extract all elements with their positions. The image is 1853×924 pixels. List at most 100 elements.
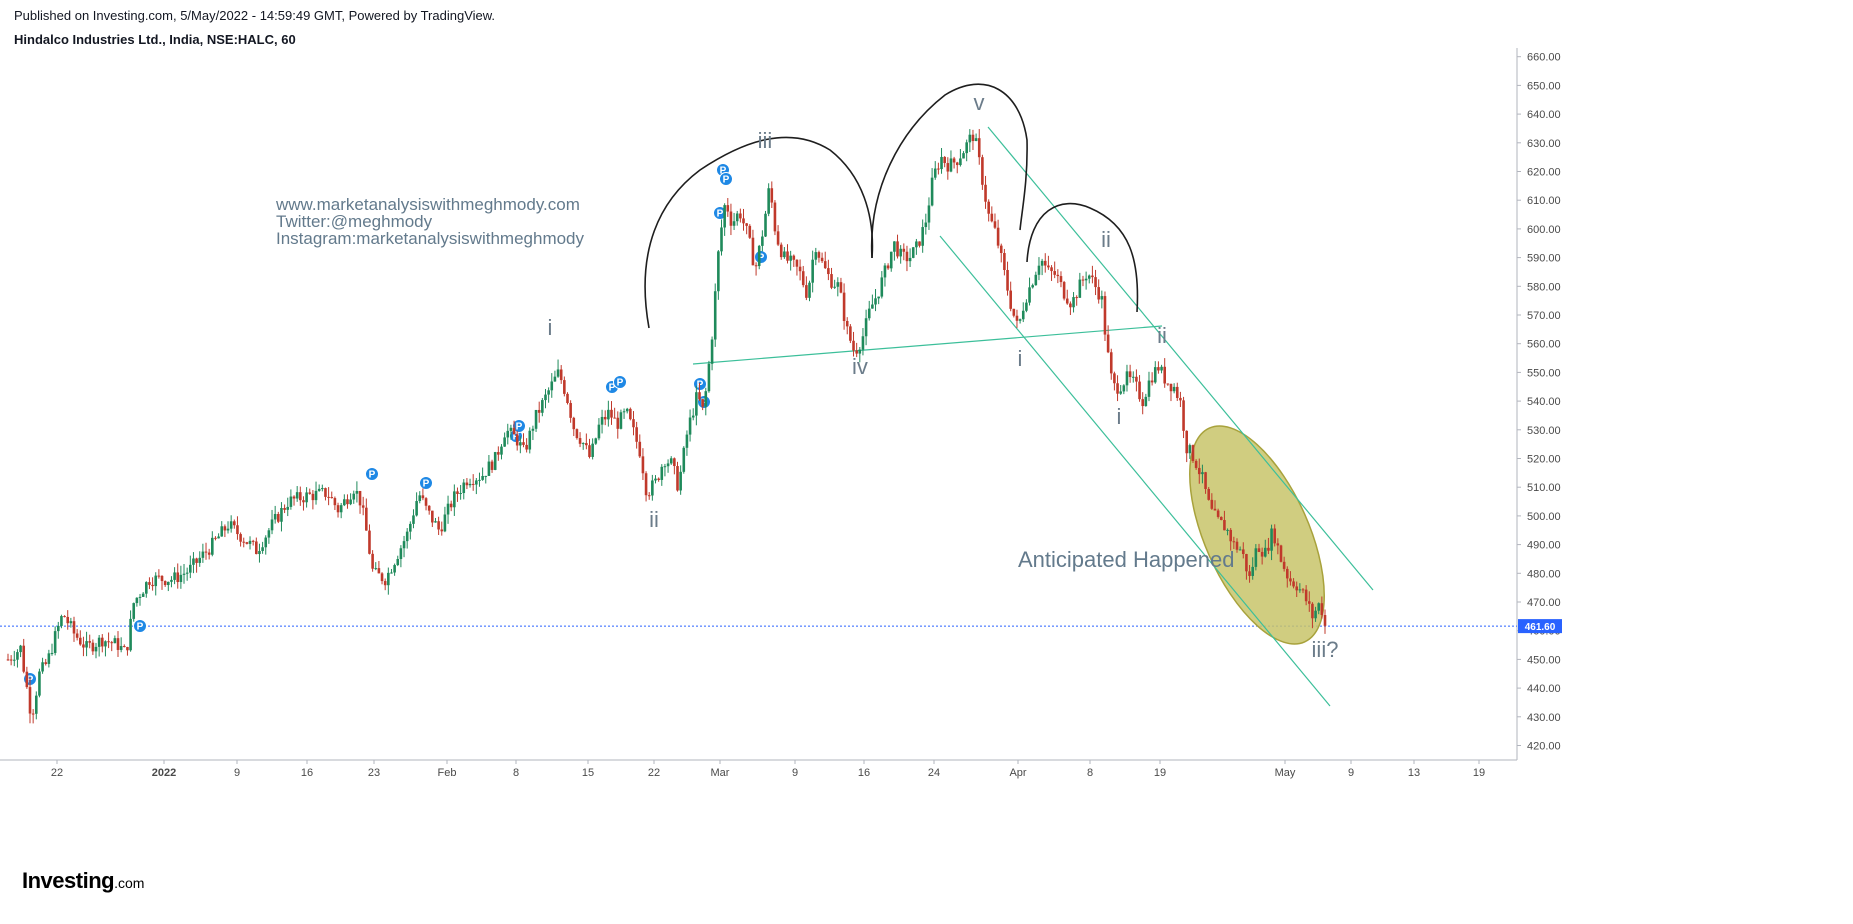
candle-body [163, 581, 167, 586]
price-tick-label: 540.00 [1527, 396, 1561, 408]
candle-body [44, 662, 48, 664]
candle-body [6, 659, 10, 661]
candle-body [930, 177, 934, 206]
candle-body [814, 252, 818, 260]
candle-body [374, 568, 378, 570]
wave-label: ii [649, 507, 659, 532]
candle-body [28, 687, 32, 714]
candle-body [968, 134, 972, 143]
candle-body [273, 513, 277, 520]
candle-body [1185, 430, 1188, 454]
event-marker[interactable]: P [713, 206, 727, 220]
candle-body [946, 163, 950, 172]
candle-body [167, 581, 170, 586]
candle-body [456, 491, 459, 494]
candle-body [484, 475, 488, 477]
candle-body [305, 492, 308, 503]
candle-body [1056, 274, 1060, 277]
candle-body [82, 644, 85, 648]
event-marker[interactable]: P [719, 172, 733, 186]
candle-body [148, 582, 151, 585]
candle-body [745, 223, 748, 226]
candle-body [1128, 371, 1132, 378]
marker-circle [365, 467, 379, 481]
event-marker[interactable]: P [133, 619, 147, 633]
candle-body [1122, 385, 1126, 392]
channel-lower-line [939, 235, 1331, 707]
price-tick-label: 610.00 [1527, 195, 1561, 207]
marker-label: P [717, 209, 724, 220]
candle-body [50, 652, 54, 654]
candle-body [1047, 265, 1050, 268]
event-marker[interactable]: P [613, 375, 627, 389]
candle-body [921, 227, 924, 246]
candle-body [431, 510, 434, 523]
candle-body [657, 478, 660, 480]
marker-circle [133, 619, 147, 633]
candle-body [91, 642, 95, 652]
time-tick-label: 8 [1087, 767, 1093, 779]
time-tick-label: 23 [368, 767, 380, 779]
candle-body [415, 501, 418, 516]
candle-body [185, 572, 189, 574]
candle-body [588, 445, 591, 457]
candle-body [613, 417, 616, 419]
candle-body [1307, 601, 1311, 604]
candle-body [355, 490, 359, 494]
candle-body [1267, 547, 1270, 551]
candle-body [1175, 386, 1179, 398]
candle-body [317, 488, 321, 491]
candle-body [544, 394, 547, 401]
candle-body [145, 582, 148, 594]
candle-body [1113, 373, 1116, 384]
candle-body [207, 552, 211, 555]
candle-body [443, 514, 447, 532]
head-arc [870, 83, 1028, 259]
candle-body [723, 205, 726, 228]
candle-body [390, 572, 393, 574]
candle-body [468, 483, 472, 486]
marker-label: P [516, 422, 523, 433]
candle-body [999, 245, 1003, 254]
candle-body [465, 482, 469, 486]
marker-circle [754, 250, 768, 264]
candle-body [409, 523, 412, 532]
event-marker[interactable]: P [365, 467, 379, 481]
candle-body [396, 559, 400, 566]
candle-body [1292, 581, 1295, 587]
candle-body [471, 483, 475, 485]
candle-body [116, 638, 120, 650]
event-marker[interactable]: P [419, 476, 433, 490]
candle-body [283, 507, 286, 510]
candle-body [761, 236, 764, 246]
candle-body [801, 271, 805, 286]
candle-body [201, 551, 205, 558]
candle-body [31, 713, 35, 715]
candle-body [223, 526, 227, 531]
candle-body [47, 653, 51, 664]
candle-body [1320, 603, 1324, 616]
candle-body [1282, 561, 1286, 569]
event-marker[interactable]: P [754, 250, 768, 264]
time-tick-label: 15 [582, 767, 594, 779]
candle-body [899, 248, 902, 257]
event-markers: PPPPPPPPPPPPPP [23, 163, 768, 686]
candle-body [1065, 298, 1069, 304]
candle-body [459, 493, 462, 495]
price-tick-label: 470.00 [1527, 597, 1561, 609]
candle-body [349, 499, 352, 505]
logo-suffix: .com [114, 875, 145, 891]
promo-line: Twitter:@meghmody [276, 212, 433, 231]
event-marker[interactable]: P [512, 419, 526, 433]
candle-body [827, 268, 830, 275]
candle-body [522, 442, 525, 445]
candle-body [1260, 551, 1264, 557]
time-tick-label: May [1275, 767, 1296, 779]
candle-body [229, 521, 233, 529]
candle-body [1059, 276, 1063, 283]
price-tick-label: 450.00 [1527, 654, 1561, 666]
candle-body [1163, 366, 1166, 384]
candle-body [377, 568, 381, 574]
price-tick-label: 510.00 [1527, 482, 1561, 494]
